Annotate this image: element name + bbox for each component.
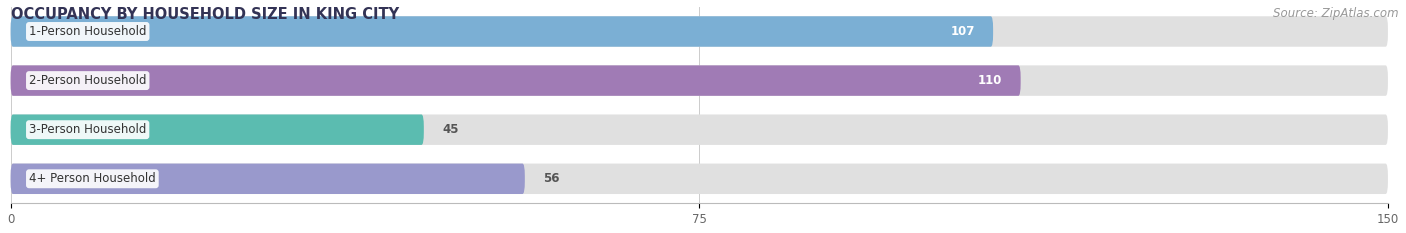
FancyBboxPatch shape — [11, 16, 1388, 47]
FancyBboxPatch shape — [11, 16, 993, 47]
FancyBboxPatch shape — [11, 114, 423, 145]
Text: 45: 45 — [441, 123, 458, 136]
Text: 110: 110 — [979, 74, 1002, 87]
Text: Source: ZipAtlas.com: Source: ZipAtlas.com — [1274, 7, 1399, 20]
FancyBboxPatch shape — [11, 164, 524, 194]
FancyBboxPatch shape — [11, 164, 1388, 194]
FancyBboxPatch shape — [11, 65, 1021, 96]
Text: 2-Person Household: 2-Person Household — [30, 74, 146, 87]
Text: 3-Person Household: 3-Person Household — [30, 123, 146, 136]
Text: 56: 56 — [543, 172, 560, 185]
Text: 107: 107 — [950, 25, 974, 38]
FancyBboxPatch shape — [11, 114, 1388, 145]
FancyBboxPatch shape — [11, 65, 1388, 96]
Text: 4+ Person Household: 4+ Person Household — [30, 172, 156, 185]
Text: OCCUPANCY BY HOUSEHOLD SIZE IN KING CITY: OCCUPANCY BY HOUSEHOLD SIZE IN KING CITY — [11, 7, 399, 22]
Text: 1-Person Household: 1-Person Household — [30, 25, 146, 38]
